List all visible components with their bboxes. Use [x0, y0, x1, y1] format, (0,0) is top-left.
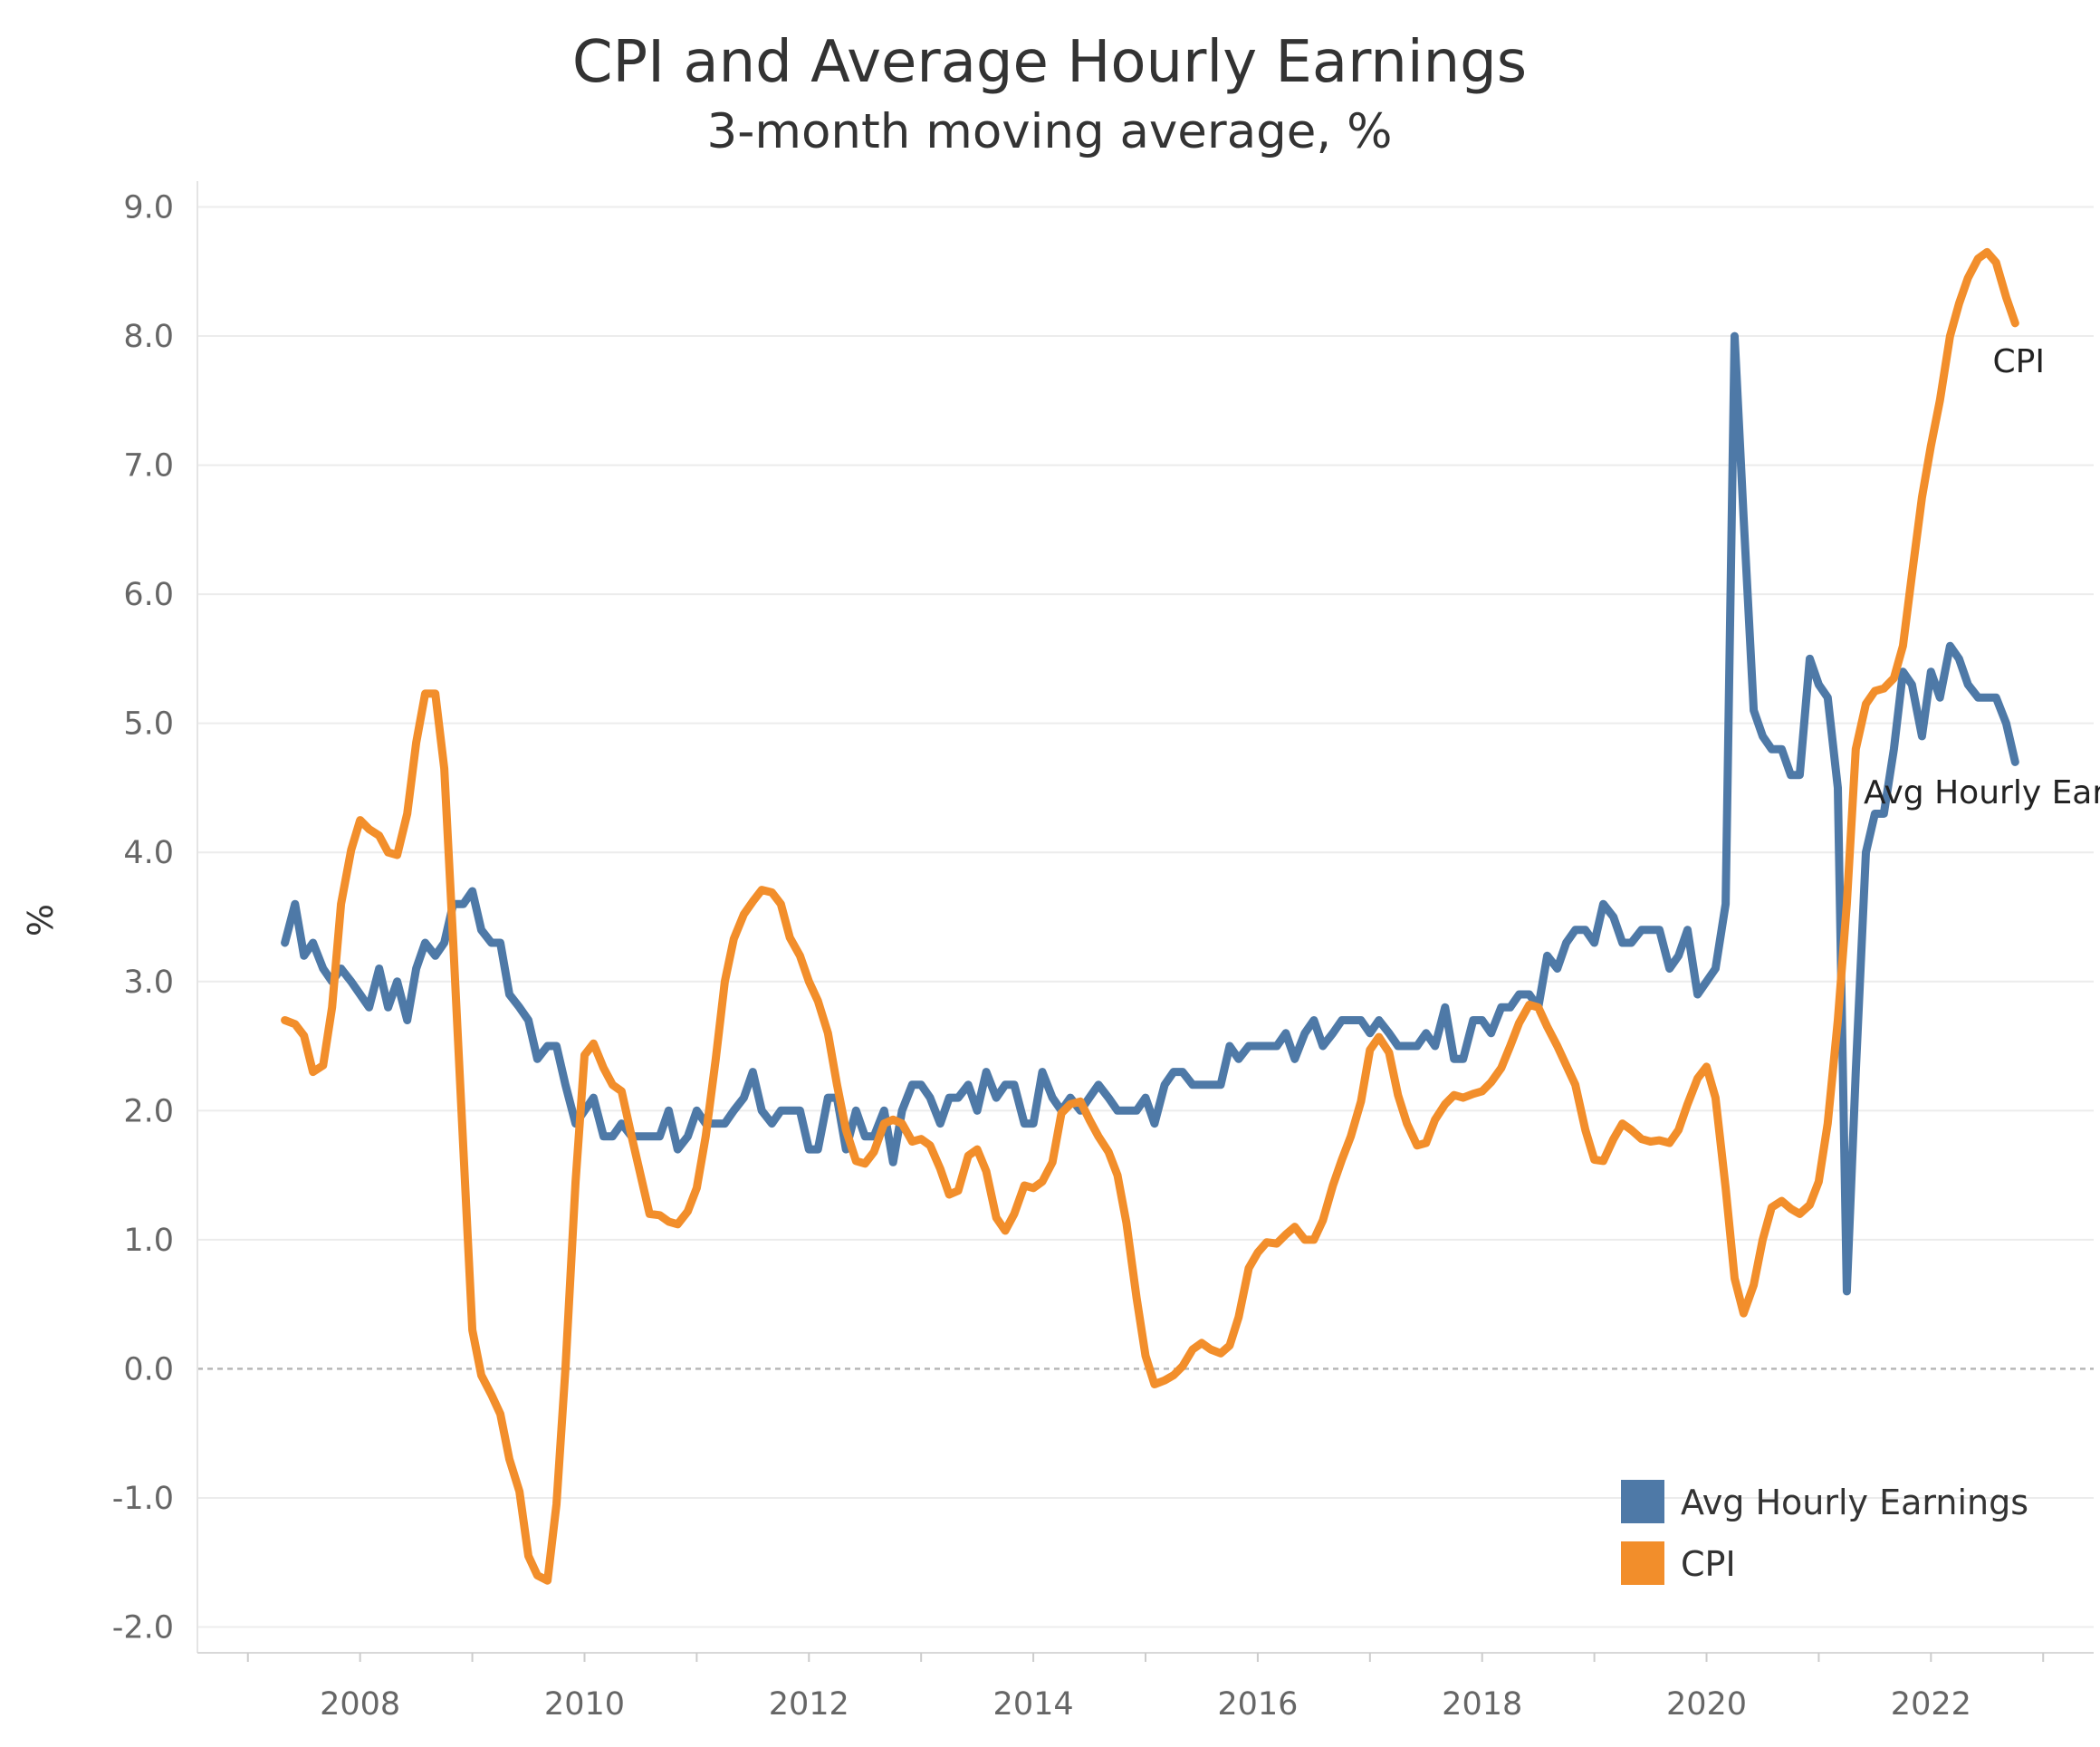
series-annotation: CPI	[1992, 343, 2044, 380]
y-tick-label: -2.0	[112, 1609, 174, 1646]
y-tick-label: 4.0	[123, 835, 174, 871]
series-annotation: Avg Hourly Earnings	[1864, 774, 2100, 811]
legend-label: Avg Hourly Earnings	[1681, 1483, 2028, 1522]
chart-subtitle: 3-month moving average, %	[707, 104, 1393, 159]
x-tick-label: 2008	[320, 1686, 400, 1723]
y-tick-label: 3.0	[123, 965, 174, 1001]
x-tick-label: 2018	[1442, 1686, 1522, 1723]
y-tick-label: 1.0	[123, 1223, 174, 1259]
y-tick-label: 6.0	[123, 577, 174, 613]
y-tick-label: 2.0	[123, 1093, 174, 1129]
series-line-avg-hourly-earnings	[281, 331, 2019, 1296]
legend-label: CPI	[1681, 1544, 1736, 1584]
legend-swatch	[1621, 1480, 1664, 1523]
y-tick-label: 7.0	[123, 448, 174, 485]
legend-swatch	[1621, 1541, 1664, 1585]
y-tick-label: 5.0	[123, 706, 174, 743]
x-tick-label: 2010	[544, 1686, 625, 1723]
y-tick-label: -1.0	[112, 1481, 174, 1517]
series-line-cpi	[281, 247, 2019, 1585]
legend: Avg Hourly Earnings CPI	[1621, 1480, 2028, 1585]
y-tick-label: 9.0	[123, 190, 174, 226]
plot-area: 9.0 8.0 7.0 6.0 5.0 4.0 3.0 2.0 1.0 0.0 -1.0 -2.0 20…	[112, 181, 2100, 1723]
x-tick-label: 2022	[1891, 1686, 1971, 1723]
y-tick-label: 8.0	[123, 319, 174, 355]
x-tick-label: 2012	[769, 1686, 849, 1723]
y-tick-label: 0.0	[123, 1351, 174, 1387]
y-axis-label: %	[21, 904, 61, 936]
x-tick-label: 2020	[1666, 1686, 1747, 1723]
x-tick-label: 2014	[993, 1686, 1074, 1723]
x-tick-label: 2016	[1217, 1686, 1298, 1723]
chart-title: CPI and Average Hourly Earnings	[572, 29, 1527, 96]
